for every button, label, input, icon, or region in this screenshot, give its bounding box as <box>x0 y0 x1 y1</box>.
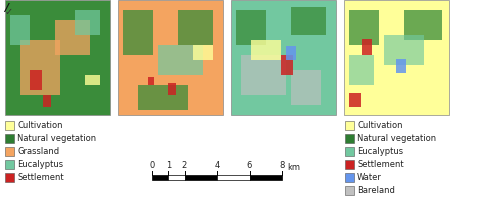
Bar <box>168 83 176 95</box>
Bar <box>349 10 379 45</box>
Bar <box>85 75 100 85</box>
Bar <box>5 160 14 169</box>
Bar <box>345 147 354 156</box>
Text: 6: 6 <box>247 161 252 170</box>
Text: Eucalyptus: Eucalyptus <box>17 160 63 169</box>
FancyBboxPatch shape <box>231 0 336 115</box>
Text: Natural vegetation: Natural vegetation <box>357 134 436 143</box>
Bar <box>55 20 90 55</box>
Bar <box>138 85 188 110</box>
Bar <box>5 173 14 182</box>
Bar <box>152 175 168 180</box>
Text: Water: Water <box>357 173 382 182</box>
Text: /: / <box>4 3 8 13</box>
Bar <box>178 10 213 45</box>
Bar <box>349 93 361 107</box>
FancyBboxPatch shape <box>118 0 223 115</box>
Bar <box>404 10 442 40</box>
Bar <box>75 10 100 35</box>
Bar <box>5 147 14 156</box>
Text: Cultivation: Cultivation <box>357 121 403 130</box>
Bar <box>217 175 250 180</box>
Bar <box>291 70 321 105</box>
Bar <box>10 15 30 45</box>
Bar <box>291 7 326 35</box>
Text: Grassland: Grassland <box>17 147 59 156</box>
Bar <box>184 175 217 180</box>
Text: 0: 0 <box>150 161 154 170</box>
Bar <box>345 173 354 182</box>
Text: 8: 8 <box>280 161 284 170</box>
Bar <box>345 186 354 195</box>
FancyBboxPatch shape <box>344 0 449 115</box>
Bar <box>20 40 60 95</box>
Text: 1: 1 <box>166 161 171 170</box>
Bar <box>345 160 354 169</box>
Bar <box>286 46 296 60</box>
Bar <box>384 35 424 65</box>
Bar <box>349 55 374 85</box>
Bar <box>148 77 154 85</box>
Text: Cultivation: Cultivation <box>17 121 62 130</box>
Text: Settlement: Settlement <box>17 173 64 182</box>
Bar <box>250 175 282 180</box>
Text: Settlement: Settlement <box>357 160 404 169</box>
Bar <box>168 175 184 180</box>
Bar <box>396 59 406 73</box>
Text: 4: 4 <box>214 161 220 170</box>
Bar <box>123 10 153 55</box>
Bar <box>251 40 281 60</box>
Text: 2: 2 <box>182 161 187 170</box>
Bar <box>345 134 354 143</box>
Bar <box>193 45 213 60</box>
Bar <box>281 55 293 75</box>
Text: Natural vegetation: Natural vegetation <box>17 134 96 143</box>
Bar <box>5 121 14 130</box>
Bar <box>362 39 372 55</box>
Bar <box>5 134 14 143</box>
Bar <box>158 45 203 75</box>
Bar <box>345 121 354 130</box>
Bar <box>43 95 51 107</box>
Text: Bareland: Bareland <box>357 186 395 195</box>
FancyBboxPatch shape <box>5 0 110 115</box>
Bar <box>236 10 266 45</box>
Bar <box>30 70 42 90</box>
Bar <box>241 55 286 95</box>
Text: Eucalyptus: Eucalyptus <box>357 147 403 156</box>
Text: km: km <box>287 163 300 172</box>
Text: ✓: ✓ <box>5 7 13 17</box>
